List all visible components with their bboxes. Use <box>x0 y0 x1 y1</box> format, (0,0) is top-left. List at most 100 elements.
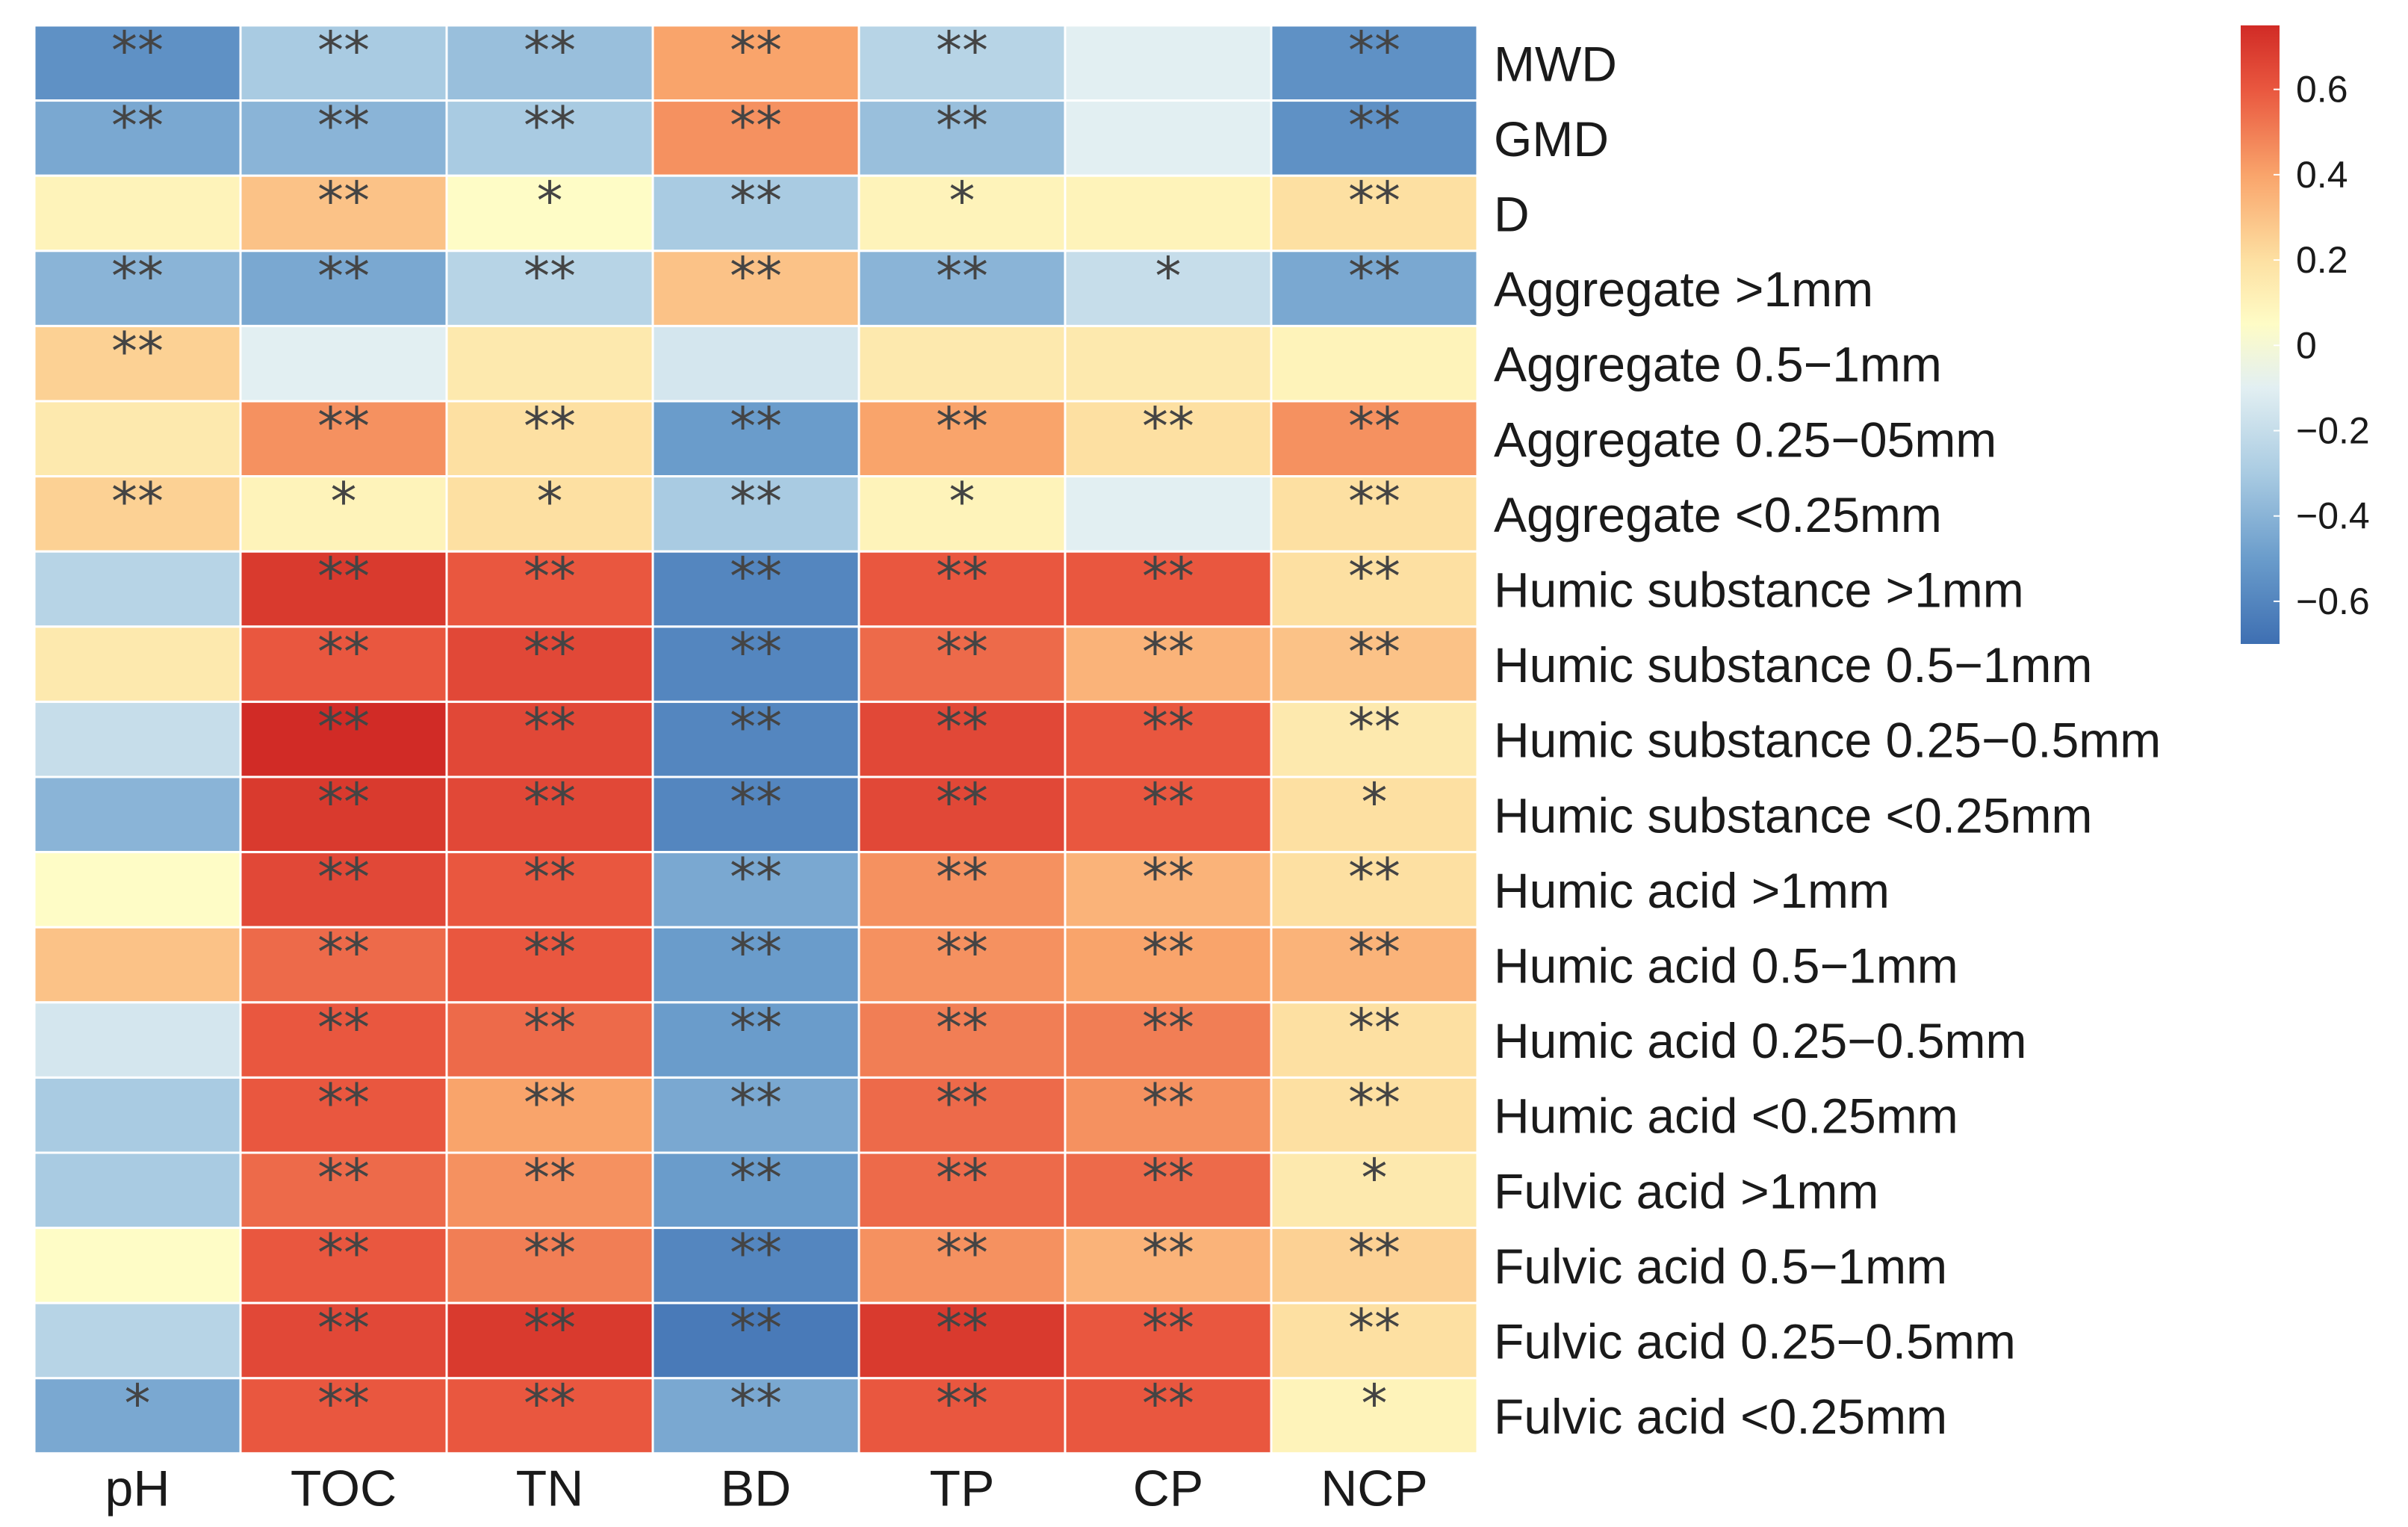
heatmap-cell-fulvic-acid-1mm-tp <box>857 1151 1067 1230</box>
heatmap-cell-humic-substance-1mm-ph <box>33 550 242 628</box>
significance-mark: ** <box>111 246 164 307</box>
row-label-fulvic-acid-0-5-1mm: Fulvic acid 0.5−1mm <box>1494 1239 1947 1294</box>
significance-mark: ** <box>1142 396 1194 457</box>
heatmap-cell-humic-substance-1mm-cp <box>1064 550 1273 628</box>
significance-mark: ** <box>936 1072 988 1133</box>
heatmap-cell-humic-substance-0-25-0-5mm-tp <box>857 700 1067 778</box>
heatmap-cell-fulvic-acid-0-5-1mm-ph <box>33 1227 242 1304</box>
significance-mark: ** <box>524 1298 576 1359</box>
heatmap-cell-humic-substance-0-5-1mm-tp <box>857 625 1067 703</box>
heatmap-cell-mwd-tn <box>445 24 654 102</box>
heatmap-cell-d-toc <box>239 174 448 253</box>
heatmap-cell-aggregate-1mm-ph <box>33 250 242 327</box>
heatmap-cell-humic-substance-0-25mm-tp <box>857 775 1067 854</box>
heatmap-cell-aggregate-0-25mm-cp <box>1064 475 1273 553</box>
significance-mark: ** <box>317 1373 370 1434</box>
significance-mark: ** <box>1142 997 1194 1059</box>
heatmap-cell-fulvic-acid-0-5-1mm-tn <box>445 1227 654 1304</box>
heatmap-cell-humic-acid-0-25mm-ncp <box>1270 1076 1479 1154</box>
heatmap-cell-d-tn <box>445 174 654 253</box>
heatmap-cell-fulvic-acid-1mm-toc <box>239 1151 448 1230</box>
heatmap-cell-mwd-ph <box>33 24 242 102</box>
legend-tick-label: 0.2 <box>2296 239 2348 281</box>
legend-tick-label: 0.6 <box>2296 69 2348 111</box>
legend-tick-label: −0.6 <box>2296 580 2370 622</box>
significance-mark: ** <box>730 922 782 983</box>
significance-mark: ** <box>317 772 370 833</box>
significance-mark: ** <box>317 622 370 683</box>
significance-mark: ** <box>1142 772 1194 833</box>
significance-mark: ** <box>1142 1373 1194 1434</box>
significance-mark: ** <box>1142 622 1194 683</box>
significance-mark: ** <box>1348 922 1400 983</box>
heatmap-cells <box>33 24 1479 1455</box>
significance-mark: ** <box>1142 696 1194 758</box>
significance-mark: * <box>125 1373 151 1434</box>
heatmap-cell-humic-substance-0-25mm-bd <box>651 775 860 854</box>
heatmap-cell-humic-substance-0-25-0-5mm-cp <box>1064 700 1273 778</box>
heatmap-cell-humic-substance-0-25-0-5mm-ph <box>33 700 242 778</box>
heatmap-cell-fulvic-acid-0-25-0-5mm-tn <box>445 1301 654 1380</box>
significance-mark: ** <box>936 847 988 908</box>
color-legend: 0.6 0.4 0.2 0 −0.2 −0.4 −0.6 <box>2241 25 2370 644</box>
row-label-gmd: GMD <box>1494 111 1609 167</box>
row-label-mwd: MWD <box>1494 36 1617 91</box>
heatmap-cell-aggregate-0-25-05mm-toc <box>239 400 448 478</box>
heatmap-cell-humic-acid-0-25mm-bd <box>651 1076 860 1154</box>
significance-mark: ** <box>936 1298 988 1359</box>
significance-mark: ** <box>730 1298 782 1359</box>
significance-mark: ** <box>936 1147 988 1209</box>
significance-mark: ** <box>524 396 576 457</box>
row-label-fulvic-acid-1mm: Fulvic acid >1mm <box>1494 1163 1878 1218</box>
heatmap-cell-humic-substance-1mm-bd <box>651 550 860 628</box>
significance-mark: ** <box>730 170 782 232</box>
row-label-aggregate-0-25-05mm: Aggregate 0.25−05mm <box>1494 412 1996 467</box>
row-label-aggregate-0-25mm: Aggregate <0.25mm <box>1494 487 1942 542</box>
heatmap-cell-humic-substance-0-25mm-toc <box>239 775 448 854</box>
heatmap-cell-aggregate-0-25mm-ph <box>33 475 242 553</box>
significance-mark: ** <box>730 622 782 683</box>
significance-mark: ** <box>730 772 782 833</box>
significance-mark: ** <box>936 396 988 457</box>
significance-mark: ** <box>317 396 370 457</box>
heatmap-cell-humic-substance-1mm-toc <box>239 550 448 628</box>
heatmap-cell-fulvic-acid-0-25-0-5mm-ncp <box>1270 1301 1479 1380</box>
significance-mark: ** <box>936 1373 988 1434</box>
significance-mark: ** <box>730 1373 782 1434</box>
significance-mark: ** <box>730 1147 782 1209</box>
significance-mark: ** <box>1348 1298 1400 1359</box>
heatmap-cell-aggregate-0-25mm-bd <box>651 475 860 553</box>
significance-mark: * <box>949 170 975 232</box>
significance-mark: ** <box>317 1072 370 1133</box>
significance-mark: ** <box>1348 847 1400 908</box>
row-label-fulvic-acid-0-25-0-5mm: Fulvic acid 0.25−0.5mm <box>1494 1314 2016 1369</box>
significance-mark: ** <box>1142 546 1194 607</box>
heatmap-cell-fulvic-acid-0-5-1mm-ncp <box>1270 1227 1479 1304</box>
heatmap-cell-humic-acid-0-5-1mm-ph <box>33 926 242 1004</box>
heatmap-cell-fulvic-acid-0-25-0-5mm-tp <box>857 1301 1067 1380</box>
heatmap-cell-humic-substance-0-25mm-ph <box>33 775 242 854</box>
significance-mark: ** <box>524 20 576 81</box>
significance-mark: ** <box>317 997 370 1059</box>
row-label-humic-substance-0-25mm: Humic substance <0.25mm <box>1494 787 2093 843</box>
heatmap-cell-d-ncp <box>1270 174 1479 253</box>
row-label-humic-acid-0-5-1mm: Humic acid 0.5−1mm <box>1494 938 1958 994</box>
heatmap-cell-aggregate-0-25-05mm-ncp <box>1270 400 1479 478</box>
significance-mark: ** <box>1348 622 1400 683</box>
row-label-humic-substance-0-5-1mm: Humic substance 0.5−1mm <box>1494 637 2093 693</box>
heatmap-cell-humic-acid-0-25-0-5mm-cp <box>1064 1001 1273 1079</box>
significance-mark: * <box>1362 772 1388 833</box>
significance-mark: ** <box>1142 1147 1194 1209</box>
heatmap-cell-gmd-tp <box>857 99 1067 177</box>
significance-mark: ** <box>730 20 782 81</box>
significance-mark: * <box>1362 1373 1388 1434</box>
heatmap-cell-aggregate-0-5-1mm-bd <box>651 324 860 403</box>
row-label-humic-acid-0-25mm: Humic acid <0.25mm <box>1494 1088 1958 1144</box>
significance-mark: ** <box>730 696 782 758</box>
heatmap-cell-aggregate-0-25-05mm-ph <box>33 400 242 478</box>
heatmap-cell-humic-acid-0-5-1mm-tn <box>445 926 654 1004</box>
significance-mark: ** <box>1142 847 1194 908</box>
significance-mark: ** <box>317 96 370 157</box>
